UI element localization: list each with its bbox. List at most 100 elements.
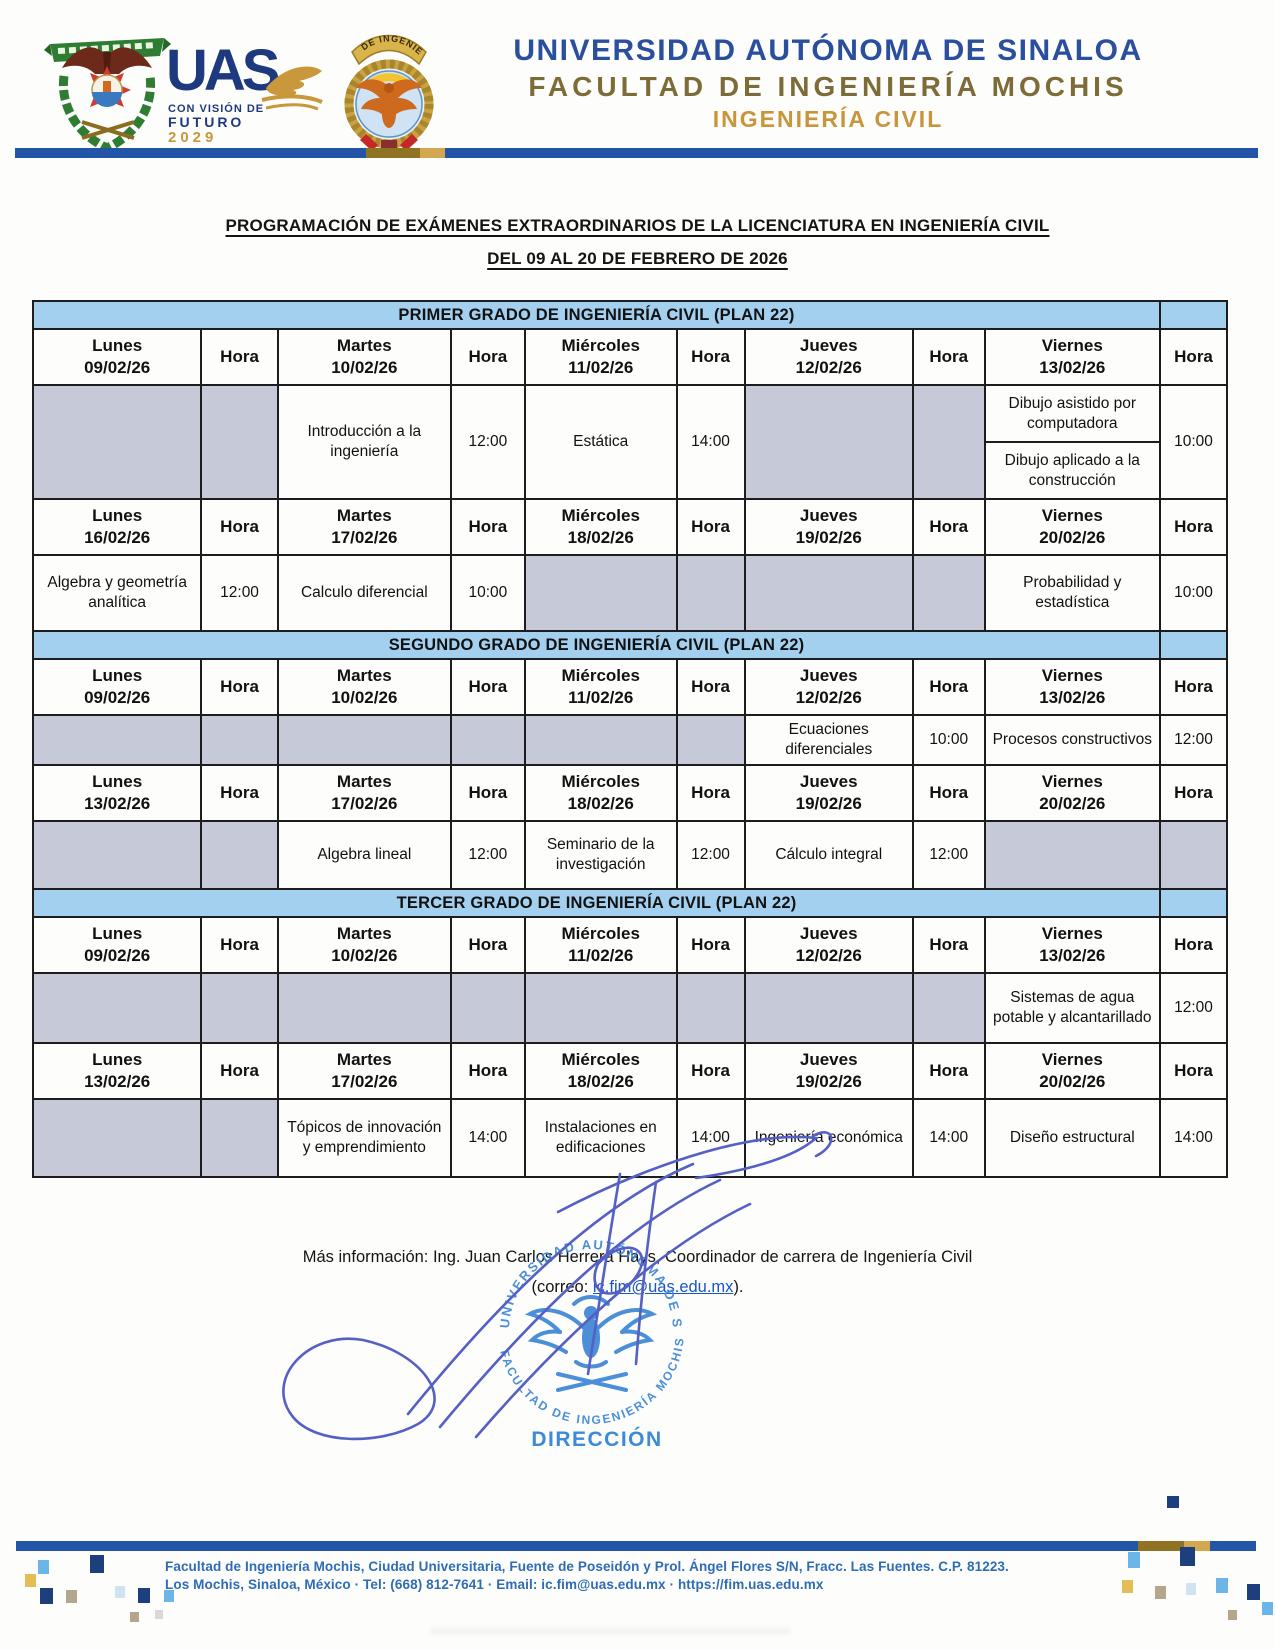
hora-cell: 10:00 (449, 554, 526, 632)
hora-header: Hora (200, 658, 279, 716)
hora-header: Hora (449, 916, 526, 974)
coordinator-email-link[interactable]: ic.fim@uas.edu.mx (592, 1278, 734, 1296)
day-header: Viernes 13/02/26 (983, 328, 1162, 386)
day-header: Viernes 20/02/26 (983, 1042, 1162, 1100)
document-title-line1: PROGRAMACIÓN DE EXÁMENES EXTRAORDINARIOS… (225, 216, 1050, 235)
contact-info: Más información: Ing. Juan Carlos Herrer… (0, 1248, 1275, 1297)
day-header: Martes 17/02/26 (276, 764, 452, 822)
hora-header: Hora (1159, 498, 1228, 556)
hora-cell-empty (449, 972, 526, 1044)
day-header: Lunes 09/02/26 (31, 916, 203, 974)
hora-header: Hora (449, 1042, 526, 1100)
day-header: Viernes 20/02/26 (983, 764, 1162, 822)
hora-header: Hora (675, 916, 746, 974)
subject-cell: Algebra y geometría analítica (31, 554, 203, 632)
document-title-line2: DEL 09 AL 20 DE FEBRERO DE 2026 (487, 249, 788, 268)
day-header: Jueves 19/02/26 (743, 764, 914, 822)
subject-cell: Probabilidad y estadística (983, 554, 1162, 632)
subject-cell-split-top: Dibujo asistido por computadora (983, 384, 1162, 443)
hora-header: Hora (449, 764, 526, 822)
hora-cell: 14:00 (911, 1098, 986, 1178)
schedule-cell-empty (276, 972, 452, 1044)
uas-year: 2029 (168, 129, 217, 144)
hora-header: Hora (911, 498, 986, 556)
hora-cell: 12:00 (449, 384, 526, 500)
subject-cell: Tópicos de innovación y emprendimiento (276, 1098, 452, 1178)
contact-info-line2: (correo: ic.fim@uas.edu.mx). (531, 1278, 744, 1296)
subject-cell: Diseño estructural (983, 1098, 1162, 1178)
hora-cell: 14:00 (1159, 1098, 1228, 1178)
day-header: Viernes 20/02/26 (983, 498, 1162, 556)
hora-cell: 14:00 (675, 384, 746, 500)
day-header: Lunes 09/02/26 (31, 658, 203, 716)
hora-cell-empty (200, 714, 279, 766)
table-title: TERCER GRADO DE INGENIERÍA CIVIL (PLAN 2… (31, 888, 1162, 918)
uas-wordmark-icon: UAS CON VISIÓN DE FUTURO 2029 (166, 38, 323, 146)
hora-cell-empty (200, 1098, 279, 1178)
schedule-cell-empty (743, 554, 914, 632)
day-header: Martes 10/02/26 (276, 328, 452, 386)
schedule-cell-empty (31, 972, 203, 1044)
faculty-seal-logo: DE INGENIERÍA (332, 16, 442, 159)
hora-header: Hora (1159, 1042, 1228, 1100)
subject-cell: Estática (523, 384, 678, 500)
hora-header: Hora (449, 328, 526, 386)
subject-cell: Seminario de la investigación (523, 820, 678, 890)
footer-address: Facultad de Ingeniería Mochis, Ciudad Un… (165, 1558, 1165, 1594)
day-header: Martes 10/02/26 (276, 916, 452, 974)
hora-cell-empty (1159, 820, 1228, 890)
hora-cell: 12:00 (911, 820, 986, 890)
day-header: Jueves 19/02/26 (743, 498, 914, 556)
day-header: Martes 10/02/26 (276, 658, 452, 716)
footer-address-line1: Facultad de Ingeniería Mochis, Ciudad Un… (165, 1559, 1009, 1574)
signature (282, 1131, 833, 1441)
hora-header: Hora (911, 658, 986, 716)
schedule-cell-empty (523, 554, 678, 632)
hora-header: Hora (675, 764, 746, 822)
schedule-cell-empty (743, 384, 914, 500)
day-header: Lunes 09/02/26 (31, 328, 203, 386)
hora-cell-empty (449, 714, 526, 766)
day-header: Miércoles 18/02/26 (523, 1042, 678, 1100)
hora-cell: 12:00 (675, 820, 746, 890)
hora-header: Hora (200, 498, 279, 556)
day-header: Lunes 13/02/26 (31, 1042, 203, 1100)
direccion-label: DIRECCIÓN (531, 1428, 663, 1451)
footer-gold-dark (1138, 1541, 1184, 1551)
subject-cell: Ecuaciones diferenciales (743, 714, 914, 766)
day-header: Miércoles 11/02/26 (523, 658, 678, 716)
day-header: Jueves 12/02/26 (743, 658, 914, 716)
hora-cell: 12:00 (1159, 972, 1228, 1044)
hora-header: Hora (675, 498, 746, 556)
hora-cell-empty (675, 972, 746, 1044)
schedule-cell-empty (523, 714, 678, 766)
divider-gold-dark (366, 148, 420, 158)
hora-cell-empty (675, 554, 746, 632)
hora-cell: 12:00 (200, 554, 279, 632)
hora-header: Hora (675, 328, 746, 386)
hora-cell: 10:00 (1159, 384, 1228, 500)
hora-header: Hora (1159, 328, 1228, 386)
subject-cell: Instalaciones en edificaciones (523, 1098, 678, 1178)
org-header: UNIVERSIDAD AUTÓNOMA DE SINALOA FACULTAD… (468, 34, 1188, 132)
hora-header: Hora (1159, 764, 1228, 822)
footer-gold-light (1184, 1541, 1210, 1551)
hora-header: Hora (200, 764, 279, 822)
schedule-cell-empty (31, 714, 203, 766)
hora-cell-empty (911, 554, 986, 632)
table-tercer-grado: TERCER GRADO DE INGENIERÍA CIVIL (PLAN 2… (31, 888, 1228, 1178)
hora-cell: 14:00 (449, 1098, 526, 1178)
document-title: PROGRAMACIÓN DE EXÁMENES EXTRAORDINARIOS… (0, 216, 1275, 269)
subject-cell: Cálculo integral (743, 820, 914, 890)
table-primer-grado: PRIMER GRADO DE INGENIERÍA CIVIL (PLAN 2… (31, 300, 1228, 632)
program-name: INGENIERÍA CIVIL (712, 105, 944, 132)
schedule-cell-empty (983, 820, 1162, 890)
table-title-spacer (1159, 630, 1228, 660)
hora-header: Hora (1159, 658, 1228, 716)
uas-acronym: UAS (168, 40, 279, 103)
day-header: Lunes 16/02/26 (31, 498, 203, 556)
day-header: Jueves 12/02/26 (743, 916, 914, 974)
day-header: Lunes 13/02/26 (31, 764, 203, 822)
hora-header: Hora (675, 658, 746, 716)
